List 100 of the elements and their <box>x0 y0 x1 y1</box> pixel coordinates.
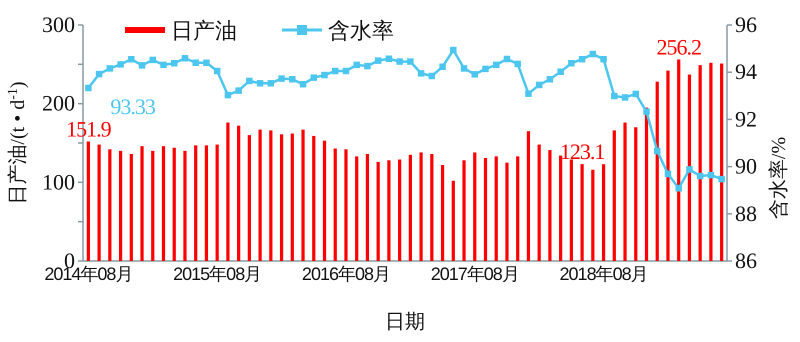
data-label: 256.2 <box>656 34 701 60</box>
point <box>192 60 199 66</box>
bar <box>440 165 444 261</box>
bar <box>301 130 305 261</box>
bar <box>194 145 198 261</box>
legend-label: 含水率 <box>328 18 394 43</box>
y-tick-label: 300 <box>42 12 75 38</box>
bar <box>698 65 702 261</box>
point <box>268 80 274 87</box>
bar <box>484 158 488 261</box>
point <box>235 87 242 94</box>
point <box>374 57 382 64</box>
point <box>150 56 156 64</box>
bar <box>172 148 176 261</box>
point <box>439 64 446 70</box>
point <box>203 60 210 66</box>
point <box>256 80 264 87</box>
bar <box>151 150 154 261</box>
data-label: 123.1 <box>560 139 604 164</box>
bar <box>720 64 724 261</box>
bar <box>97 144 101 261</box>
point <box>622 94 628 101</box>
bar <box>140 146 144 261</box>
point <box>450 46 457 54</box>
point <box>514 60 521 68</box>
point <box>300 80 306 88</box>
point <box>182 55 188 62</box>
point <box>557 68 564 75</box>
point <box>536 82 542 88</box>
bar <box>430 154 434 261</box>
bar <box>419 152 423 261</box>
bar <box>462 160 466 261</box>
bar <box>623 122 627 261</box>
point <box>160 62 167 68</box>
point <box>353 62 360 68</box>
bar <box>677 59 680 261</box>
point <box>138 62 146 69</box>
y-tick-label: 200 <box>42 90 75 116</box>
data-label: 93.33 <box>110 94 156 120</box>
point <box>386 56 392 62</box>
bar <box>312 136 316 261</box>
x-tick-label: 2016年08月 <box>302 264 390 284</box>
bar <box>162 146 166 261</box>
y2-tick-label: 94 <box>735 59 757 84</box>
point <box>472 71 478 78</box>
bar <box>591 170 594 261</box>
point <box>632 90 640 98</box>
bar <box>290 134 294 261</box>
bar <box>580 164 584 261</box>
bar <box>538 144 541 261</box>
bar <box>366 154 370 261</box>
point <box>718 176 725 182</box>
point <box>675 185 682 192</box>
point <box>428 72 436 80</box>
bar <box>86 142 90 261</box>
bar <box>248 135 251 261</box>
point <box>664 170 672 178</box>
y2-tick-label: 96 <box>735 12 757 38</box>
point <box>568 60 575 66</box>
bar <box>473 152 476 261</box>
point <box>460 65 468 72</box>
bar <box>334 148 337 261</box>
point <box>578 56 586 62</box>
point <box>310 74 318 81</box>
point <box>643 108 650 115</box>
bar <box>709 62 713 261</box>
point <box>246 78 253 84</box>
point <box>546 76 554 83</box>
bar <box>408 154 412 261</box>
bar <box>612 130 616 261</box>
x-axis-title: 日期 <box>385 311 425 333</box>
bar <box>258 130 262 261</box>
point <box>492 62 500 68</box>
y2-tick-label: 88 <box>735 200 757 226</box>
bar <box>237 126 240 261</box>
point <box>224 92 232 98</box>
point <box>654 148 660 154</box>
bar <box>452 180 455 261</box>
point <box>590 50 596 58</box>
point <box>364 62 371 70</box>
bar <box>280 134 284 261</box>
bar <box>505 162 509 261</box>
point <box>106 65 114 72</box>
x-tick-label: 2017年08月 <box>430 264 519 284</box>
x-tick-label: 2018年08月 <box>560 264 648 284</box>
bar <box>516 156 520 261</box>
point <box>525 90 532 97</box>
bar <box>322 140 326 261</box>
point <box>170 60 178 66</box>
point <box>696 172 704 180</box>
point <box>289 76 296 83</box>
point <box>342 68 350 74</box>
bar <box>344 149 348 261</box>
point <box>611 92 618 100</box>
bar <box>183 150 187 261</box>
point <box>686 166 693 173</box>
point <box>85 84 92 92</box>
bar <box>570 160 573 261</box>
bar <box>548 150 552 261</box>
point <box>708 172 714 178</box>
